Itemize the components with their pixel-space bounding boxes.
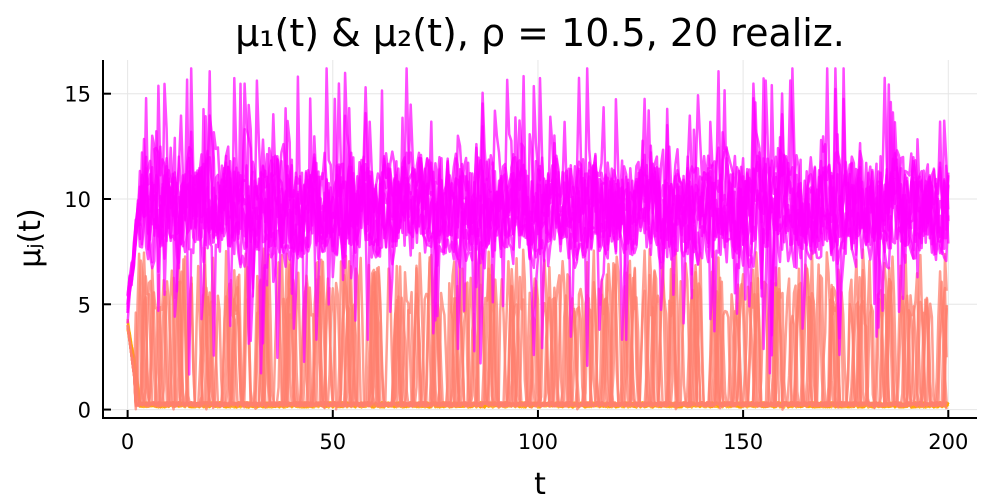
series-lines — [126, 67, 950, 411]
y-tick-label: 10 — [64, 188, 91, 212]
y-tick-label: 15 — [64, 83, 91, 107]
x-axis-label: t — [534, 467, 546, 502]
y-axis: 0 5 10 15 — [64, 83, 111, 423]
x-tick-label: 50 — [319, 430, 346, 454]
y-axis-label: μⱼ(t) — [13, 208, 48, 268]
plot-frame — [102, 59, 978, 419]
chart-title: μ₁(t) & μ₂(t), ρ = 10.5, 20 realiz. — [235, 11, 845, 55]
x-axis: 0 50 100 150 200 — [121, 410, 968, 454]
y-tick-label: 0 — [78, 399, 91, 423]
series-line-mu2 — [126, 76, 950, 375]
x-tick-label: 0 — [121, 430, 134, 454]
y-tick-label: 5 — [78, 293, 91, 317]
x-tick-label: 150 — [723, 430, 763, 454]
x-tick-label: 100 — [518, 430, 558, 454]
x-tick-label: 200 — [928, 430, 968, 454]
